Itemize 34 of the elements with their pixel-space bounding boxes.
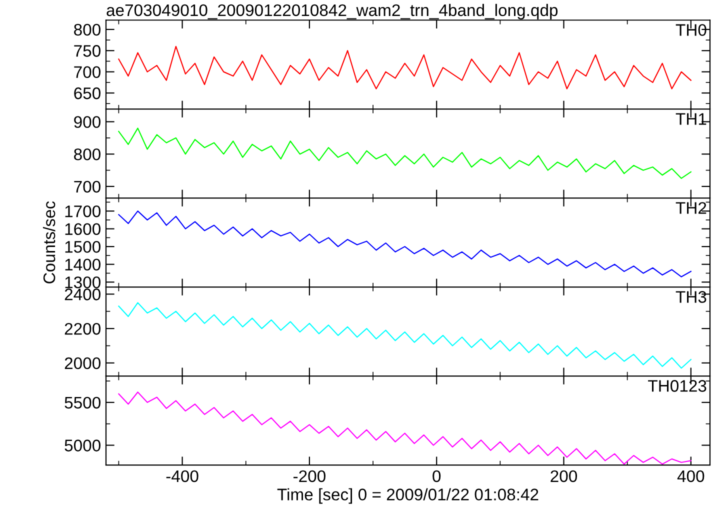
x-tick-label: -200 [294, 470, 326, 482]
y-tick-label: 800 [74, 24, 100, 36]
y-tick-label: 2200 [64, 322, 100, 335]
y-axis-title: Counts/sec [42, 201, 56, 284]
line-series [118, 302, 692, 369]
y-tick-label: 700 [74, 180, 100, 193]
text: TH2 [676, 202, 706, 214]
y-tick-label: 1700 [65, 205, 100, 218]
y-tick-label: 650 [74, 87, 100, 100]
series-label: TH0 [676, 24, 706, 36]
y-tick-label: 750 [74, 45, 100, 57]
line-series [118, 46, 692, 90]
y-tick-label: 2400 [64, 288, 100, 300]
y-tick-label: 800 [74, 148, 100, 160]
y-tick-label: 900 [74, 116, 100, 128]
text: TH3 [676, 291, 706, 303]
y-tick-label: 5500 [64, 396, 100, 409]
chart-title: ae703049010_20090122010842_wam2_trn_4band_long.qdp [106, 4, 558, 20]
line-series [118, 128, 692, 179]
y-tick-label: 1400 [65, 258, 100, 271]
x-tick-label: -400 [166, 470, 198, 482]
y-tick-label: 2000 [64, 357, 100, 370]
x-tick-label: 400 [677, 470, 704, 482]
y-tick-label: 5000 [64, 440, 100, 452]
y-tick-label: 1500 [65, 240, 100, 253]
text: TH1 [676, 113, 706, 125]
y-tick-label: 1300 [65, 276, 100, 288]
x-tick-label: 0 [432, 470, 441, 482]
x-axis-title: Time [sec] 0 = 2009/01/22 01:08:42 [277, 488, 538, 504]
text: TH0123 [648, 380, 706, 392]
y-tick-label: 1600 [65, 223, 100, 236]
line-series [118, 392, 692, 465]
x-tick-label: 200 [550, 470, 578, 482]
y-tick-label: 700 [74, 66, 100, 78]
